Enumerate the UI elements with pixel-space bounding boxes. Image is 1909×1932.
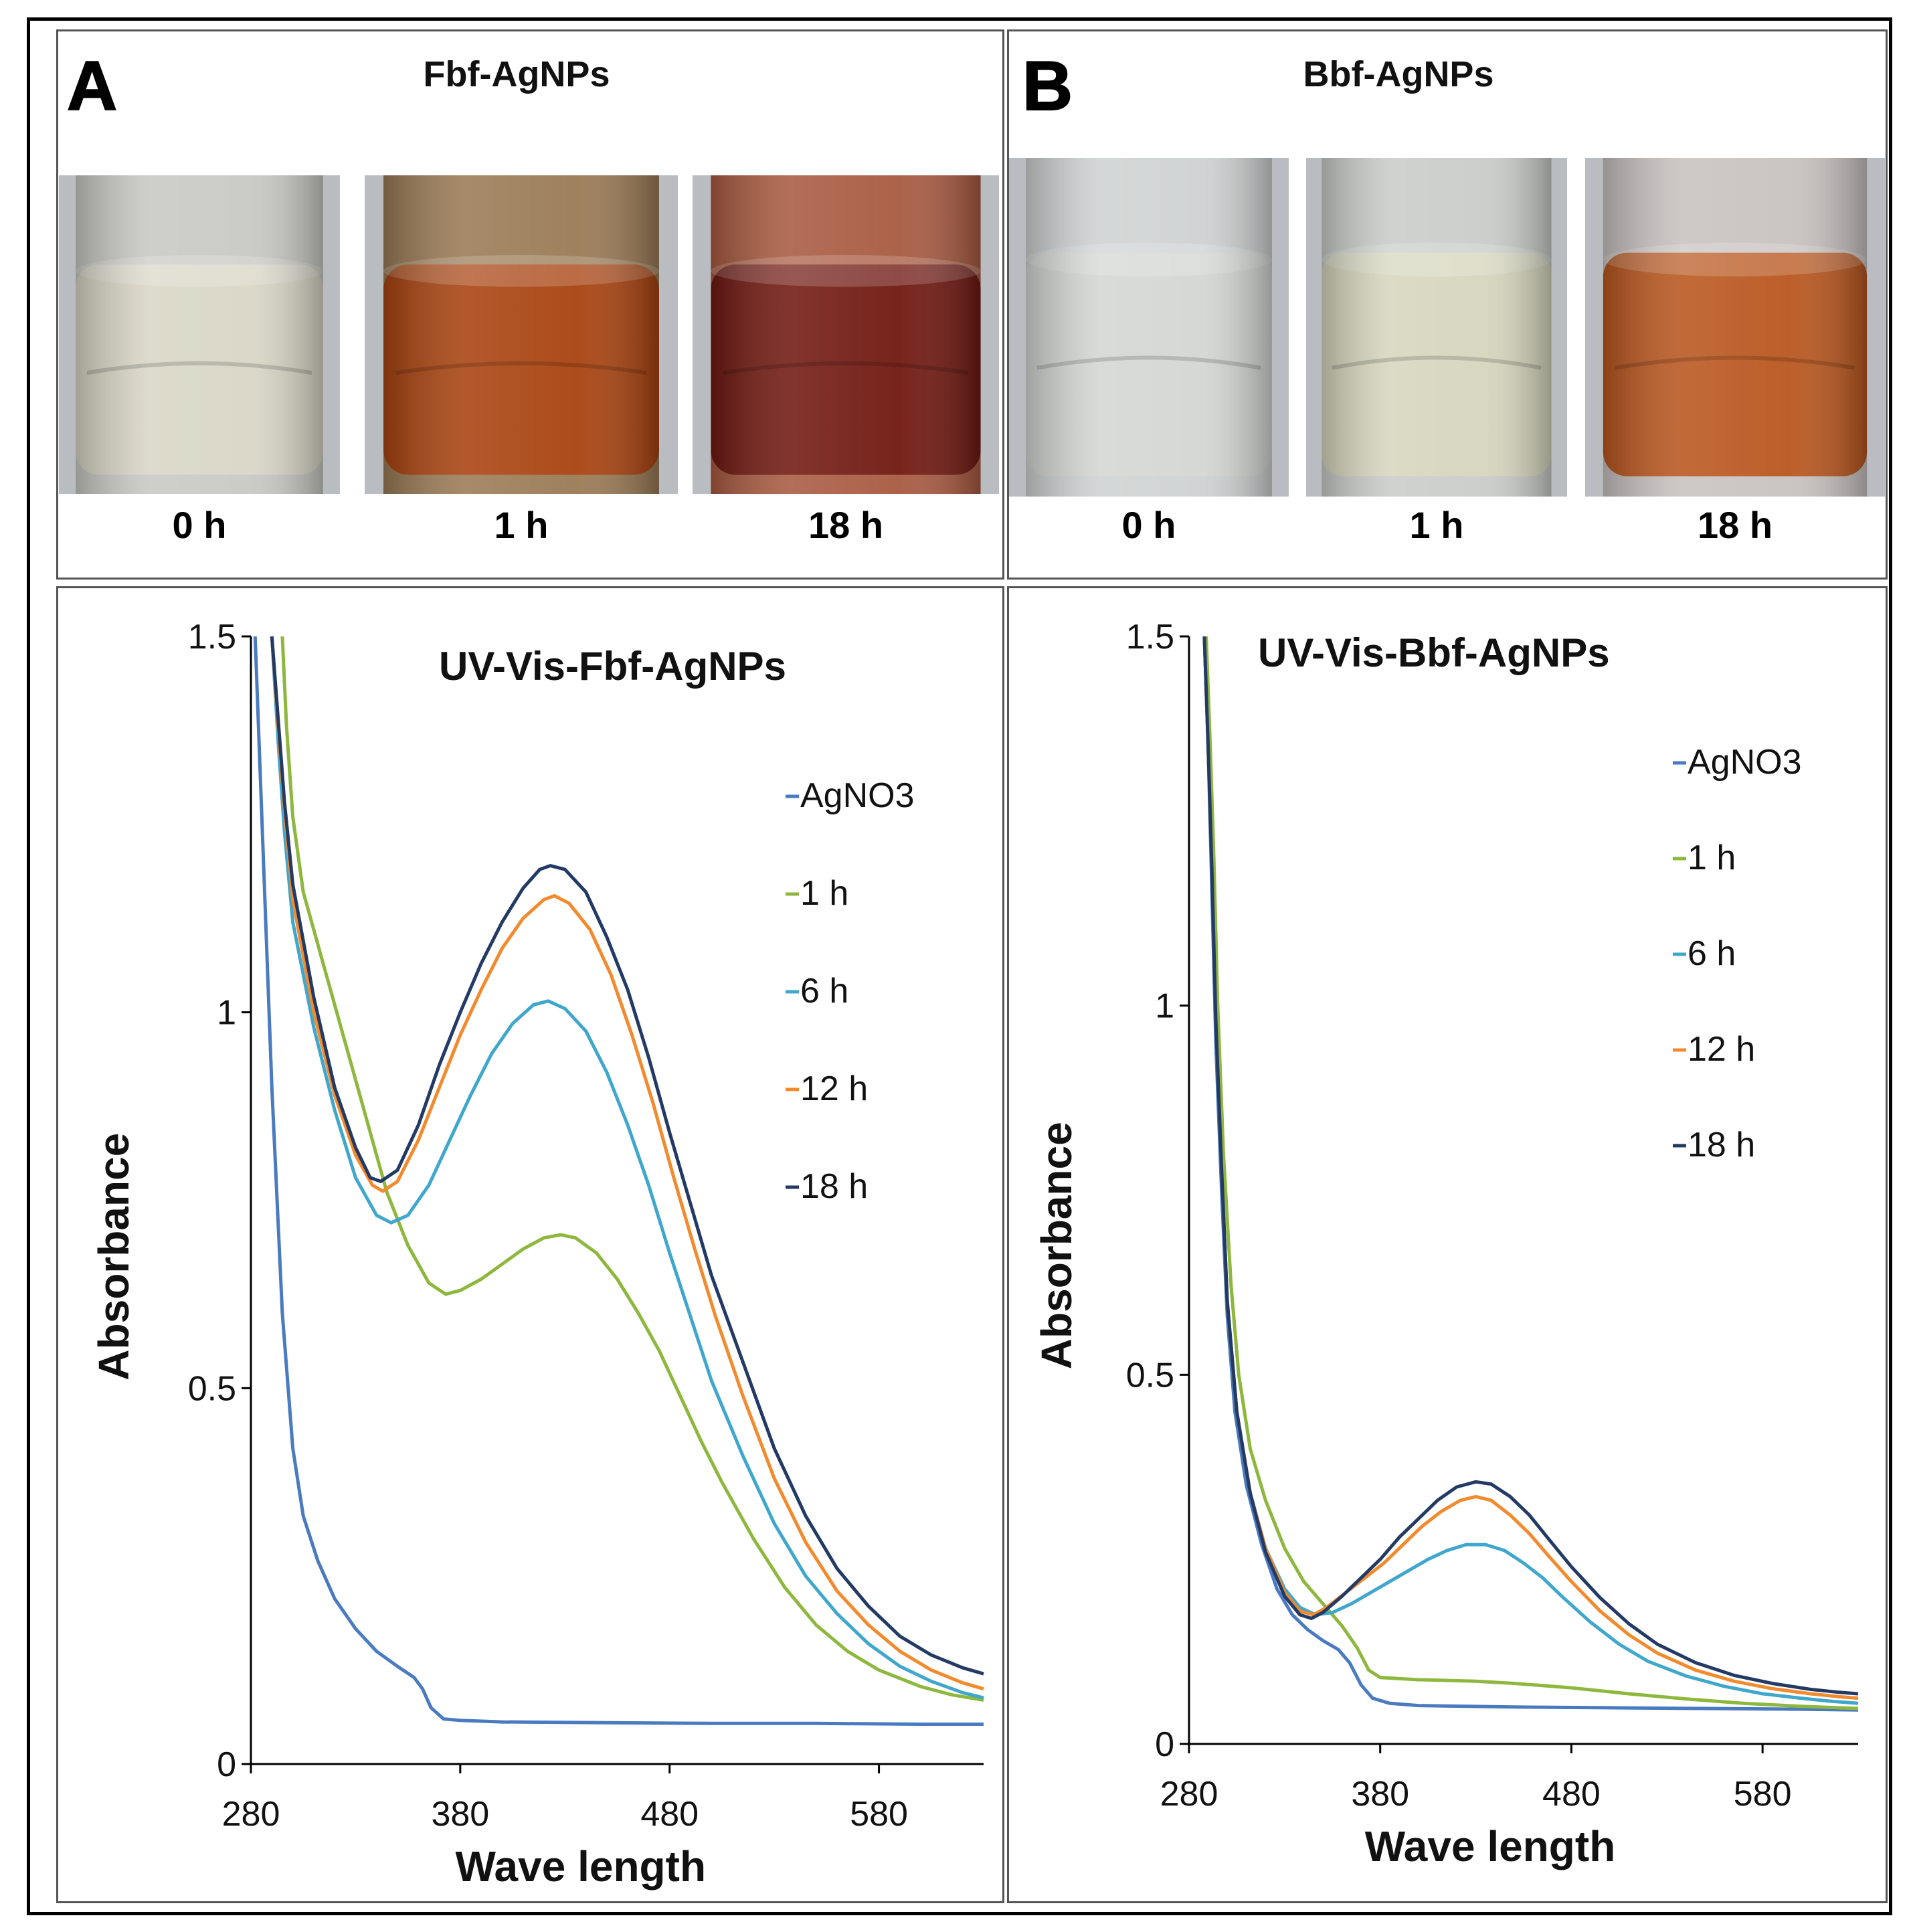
vial-photo [365,175,678,494]
vial-time-label: 18 h [1697,504,1773,546]
legend-label: 6 h [1688,934,1736,973]
x-tick-label: 480 [1542,1775,1601,1814]
chart-b-box [1007,586,1888,1903]
figure-frame [27,17,1892,1915]
vial-photo [59,175,340,494]
chart-title: UV-Vis-Bbf-AgNPs [1258,630,1610,675]
panel-b-title: Bbf-AgNPs [1303,54,1494,94]
legend-label: AgNO3 [800,776,915,815]
x-tick-label: 580 [1734,1775,1792,1814]
panel-b-letter: B [1022,47,1073,126]
panel-a-title: Fbf-AgNPs [423,54,610,94]
vial-photo [1009,158,1289,497]
y-tick-label: 1.5 [1126,618,1174,656]
vial-photo [1585,158,1885,497]
legend-label: AgNO3 [1688,743,1802,782]
legend-label: 18 h [1688,1126,1755,1164]
x-tick-label: 580 [850,1795,908,1834]
panel-a-letter: A [66,47,118,126]
y-axis-label: Absorbance [90,1133,138,1381]
vial-time-label: 1 h [1409,504,1464,546]
y-tick-label: 1 [217,994,236,1033]
vial-photo [693,175,999,494]
vial-time-label: 0 h [1121,504,1176,546]
vial-time-label: 0 h [172,504,227,546]
series-line [1202,636,1859,1700]
y-tick-label: 1.5 [188,618,236,656]
series-line [253,636,984,1726]
legend-label: 12 h [1688,1030,1755,1069]
panel-b-photo-box [1007,29,1888,580]
series-line [1202,636,1859,1705]
vial-time-label: 1 h [494,504,549,546]
vial-photo [1306,158,1567,497]
series-line [1202,636,1859,1712]
chart-a-box [56,586,1004,1903]
legend-label: 1 h [1688,839,1736,877]
y-tick-label: 0.5 [1126,1356,1174,1395]
y-axis-label: Absorbance [1032,1122,1081,1369]
panel-a-photo-box [56,29,1004,580]
series-line [280,636,984,1702]
x-tick-label: 480 [640,1795,699,1834]
chart-b: 0 0.5 1 1.5 280 380 480 580 UV-Vis-Bbf-AgNPs AgNO… [1032,618,1859,1870]
x-tick-label: 380 [1351,1775,1409,1814]
x-axis-label: Wave length [1365,1822,1616,1870]
x-tick-label: 280 [222,1795,280,1834]
vial-time-label: 18 h [808,504,884,546]
y-tick-label: 0 [217,1745,236,1784]
x-tick-label: 380 [431,1795,489,1834]
legend-label: 6 h [800,972,848,1011]
chart-a: 0 0.5 1 1.5 280 380 480 580 UV-Vis-Fbf-AgNPs AgNO… [90,618,984,1891]
series-line [1204,636,1859,1710]
y-tick-label: 0.5 [188,1369,236,1408]
series-line [270,636,984,1700]
chart-title: UV-Vis-Fbf-AgNPs [439,644,786,689]
series-line [270,636,984,1676]
legend-label: 12 h [800,1069,868,1108]
y-tick-label: 1 [1155,987,1174,1026]
series-line [1202,636,1859,1696]
legend-label: 18 h [800,1167,868,1206]
x-axis-label: Wave length [455,1842,706,1891]
x-tick-label: 280 [1160,1775,1218,1814]
series-line [270,636,984,1691]
y-tick-label: 0 [1155,1725,1174,1764]
legend-label: 1 h [800,874,848,913]
